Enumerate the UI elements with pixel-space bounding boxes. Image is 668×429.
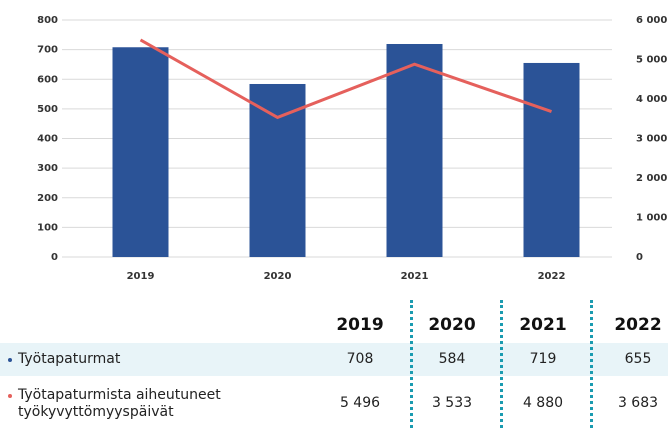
y-tick-label: 600: [37, 74, 58, 85]
y-tick-label: 0: [51, 252, 58, 263]
y2-tick-label: 6 000: [636, 15, 667, 26]
y2-tick-label: 5 000: [636, 55, 667, 66]
bar: [112, 47, 169, 257]
table-value: 5 496: [339, 395, 381, 411]
y-tick-label: 300: [37, 163, 58, 174]
y-tick-label: 200: [37, 193, 58, 204]
legend-marker: [8, 394, 12, 398]
bar: [249, 83, 306, 258]
column-separator: [410, 300, 413, 428]
column-header: 2019: [336, 315, 384, 335]
table-value: 708: [346, 351, 374, 367]
legend-marker: [8, 358, 12, 362]
y2-tick-label: 1 000: [636, 213, 667, 224]
table-value: 655: [624, 351, 652, 367]
y-tick-label: 800: [37, 15, 58, 26]
column-separator: [500, 300, 503, 428]
x-tick-label: 2022: [538, 271, 566, 282]
x-tick-label: 2019: [127, 271, 155, 282]
y2-tick-label: 2 000: [636, 173, 667, 184]
column-separator: [590, 300, 593, 428]
line: [139, 38, 552, 120]
table-value: 584: [438, 351, 466, 367]
y2-tick-label: 4 000: [636, 94, 667, 105]
table-value: 719: [529, 351, 557, 367]
column-header: 2021: [519, 315, 567, 335]
column-header: 2022: [614, 315, 662, 335]
y-tick-label: 100: [37, 222, 58, 233]
x-tick-label: 2021: [401, 271, 429, 282]
y-tick-label: 400: [37, 134, 58, 145]
table-value: 3 533: [431, 395, 473, 411]
bar: [386, 43, 443, 258]
row-background: [0, 343, 668, 376]
y-tick-label: 500: [37, 104, 58, 115]
column-header: 2020: [428, 315, 476, 335]
row-label: Työtapaturmat: [18, 351, 121, 367]
y2-tick-label: 3 000: [636, 134, 667, 145]
x-tick-label: 2020: [264, 271, 292, 282]
y-tick-label: 700: [37, 45, 58, 56]
table-value: 4 880: [522, 395, 564, 411]
y2-tick-label: 0: [636, 252, 643, 263]
table-value: 3 683: [617, 395, 659, 411]
row-label: Työtapaturmista aiheutuneet työkyvyttömy…: [18, 387, 221, 420]
bar: [523, 62, 580, 257]
